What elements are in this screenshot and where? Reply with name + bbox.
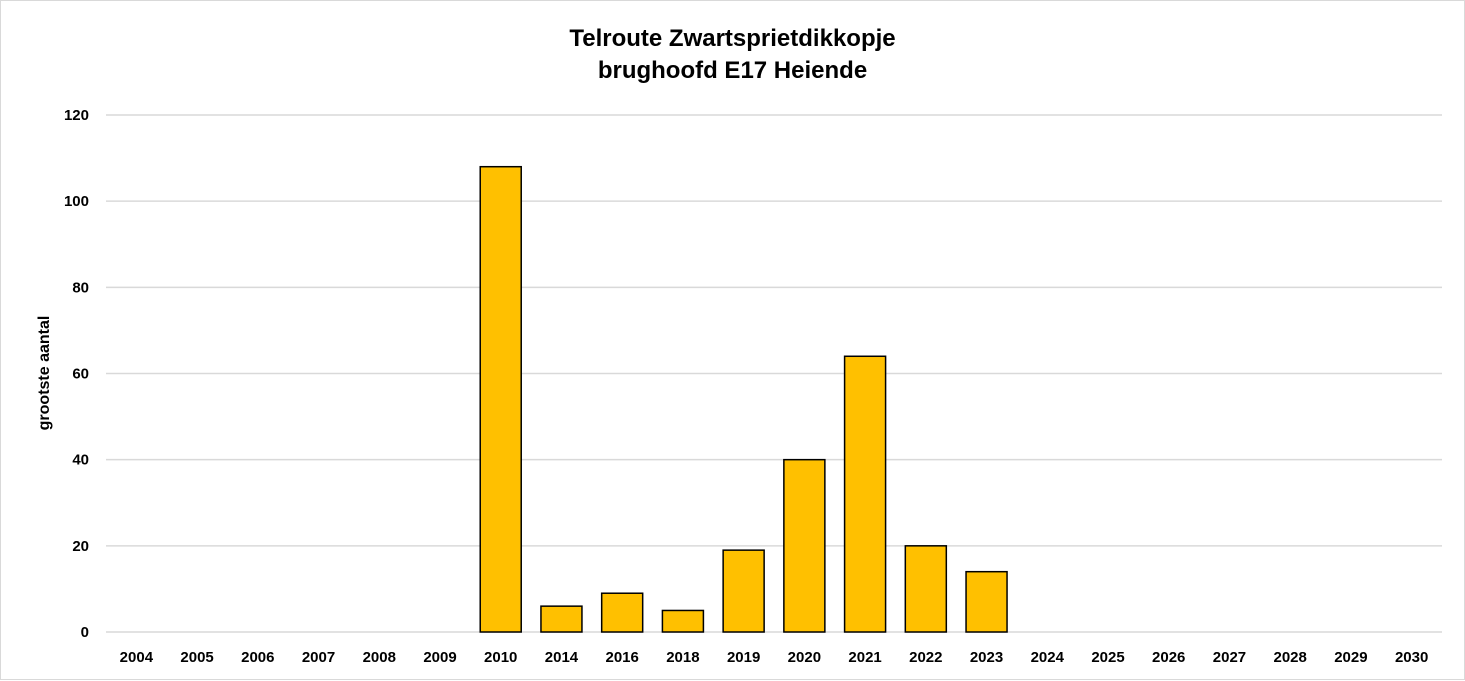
y-tick-label: 60 bbox=[72, 366, 89, 383]
bar-2022 bbox=[904, 545, 948, 633]
bar-2014 bbox=[540, 605, 583, 633]
x-tick-label: 2018 bbox=[666, 649, 699, 666]
gridlines bbox=[106, 114, 1442, 633]
chart-title-line-2: brughoofd E17 Heiende bbox=[597, 57, 868, 84]
x-tick-label: 2030 bbox=[1395, 649, 1428, 666]
x-tick-label: 2019 bbox=[727, 649, 760, 666]
x-tick-label: 2029 bbox=[1334, 649, 1367, 666]
y-tick-label: 100 bbox=[64, 193, 89, 210]
bar-2023 bbox=[965, 570, 1008, 633]
x-tick-label: 2021 bbox=[848, 649, 881, 666]
x-tick-label: 2004 bbox=[120, 649, 154, 666]
x-tick-label: 2014 bbox=[545, 649, 579, 666]
bar-2018 bbox=[661, 609, 705, 633]
x-tick-label: 2008 bbox=[363, 649, 396, 666]
x-tick-label: 2022 bbox=[909, 649, 942, 666]
y-tick-label: 0 bbox=[81, 624, 89, 641]
bar-2021 bbox=[843, 355, 887, 633]
x-tick-label: 2027 bbox=[1213, 649, 1246, 666]
y-tick-label: 40 bbox=[72, 452, 89, 469]
chart-title-line-1: Telroute Zwartsprietdikkopje bbox=[569, 25, 896, 52]
x-tick-label: 2010 bbox=[484, 649, 517, 666]
x-tick-label: 2009 bbox=[423, 649, 456, 666]
y-tick-labels: 0 20 40 60 80 100 120 bbox=[64, 107, 89, 641]
x-tick-label: 2016 bbox=[605, 649, 638, 666]
bar-2010 bbox=[479, 165, 522, 633]
x-tick-label: 2023 bbox=[970, 649, 1003, 666]
x-tick-label: 2007 bbox=[302, 649, 335, 666]
x-tick-label: 2005 bbox=[180, 649, 213, 666]
y-tick-label: 20 bbox=[72, 538, 89, 555]
x-tick-label: 2006 bbox=[241, 649, 274, 666]
chart-title: Telroute Zwartsprietdikkopje brughoofd E… bbox=[1, 23, 1464, 87]
bar-2016 bbox=[600, 592, 644, 633]
bar-2019 bbox=[722, 549, 765, 633]
y-tick-label: 120 bbox=[64, 107, 89, 124]
x-tick-label: 2025 bbox=[1091, 649, 1124, 666]
y-tick-label: 80 bbox=[72, 279, 89, 296]
x-tick-label: 2026 bbox=[1152, 649, 1185, 666]
x-tick-label: 2020 bbox=[788, 649, 821, 666]
x-tick-label: 2024 bbox=[1031, 649, 1065, 666]
bars bbox=[479, 165, 1008, 633]
bar-2020 bbox=[783, 458, 826, 633]
x-tick-label: 2028 bbox=[1273, 649, 1306, 666]
x-tick-labels: 2004 2005 2006 2007 2008 2009 2010 2014 2016 2018… bbox=[120, 649, 1429, 666]
